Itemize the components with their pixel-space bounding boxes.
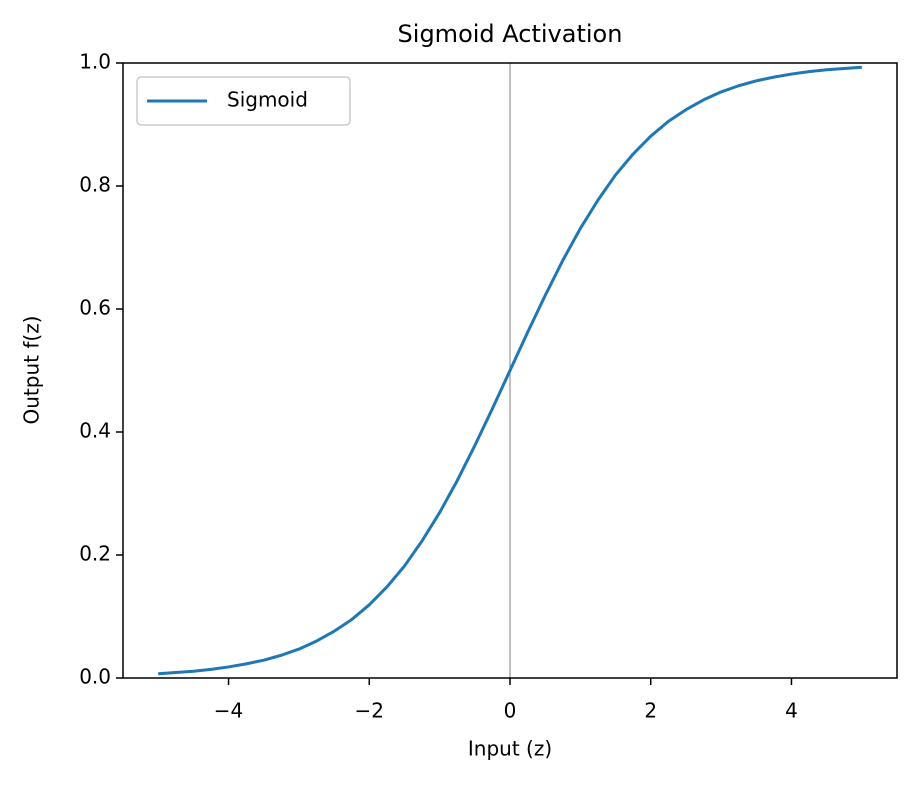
y-tick-label: 0.4 [79, 419, 111, 443]
y-tick-label: 0.2 [79, 542, 111, 566]
legend-label: Sigmoid [227, 88, 308, 112]
y-tick-label: 0.8 [79, 173, 111, 197]
x-tick-label: 0 [504, 699, 517, 723]
chart-title: Sigmoid Activation [398, 20, 623, 48]
y-tick-label: 1.0 [79, 50, 111, 74]
x-axis-label: Input (z) [468, 737, 552, 761]
x-tick-label: 4 [785, 699, 798, 723]
line-series [158, 65, 862, 676]
y-tick-label: 0.6 [79, 296, 111, 320]
legend-box [136, 76, 351, 126]
y-tick-label: 0.0 [79, 665, 111, 689]
axes-frame [122, 62, 898, 679]
x-tick-label: 2 [644, 699, 657, 723]
x-tick-label: −4 [214, 699, 243, 723]
x-tick-label: −2 [355, 699, 384, 723]
y-axis-label: Output f(z) [20, 316, 44, 425]
